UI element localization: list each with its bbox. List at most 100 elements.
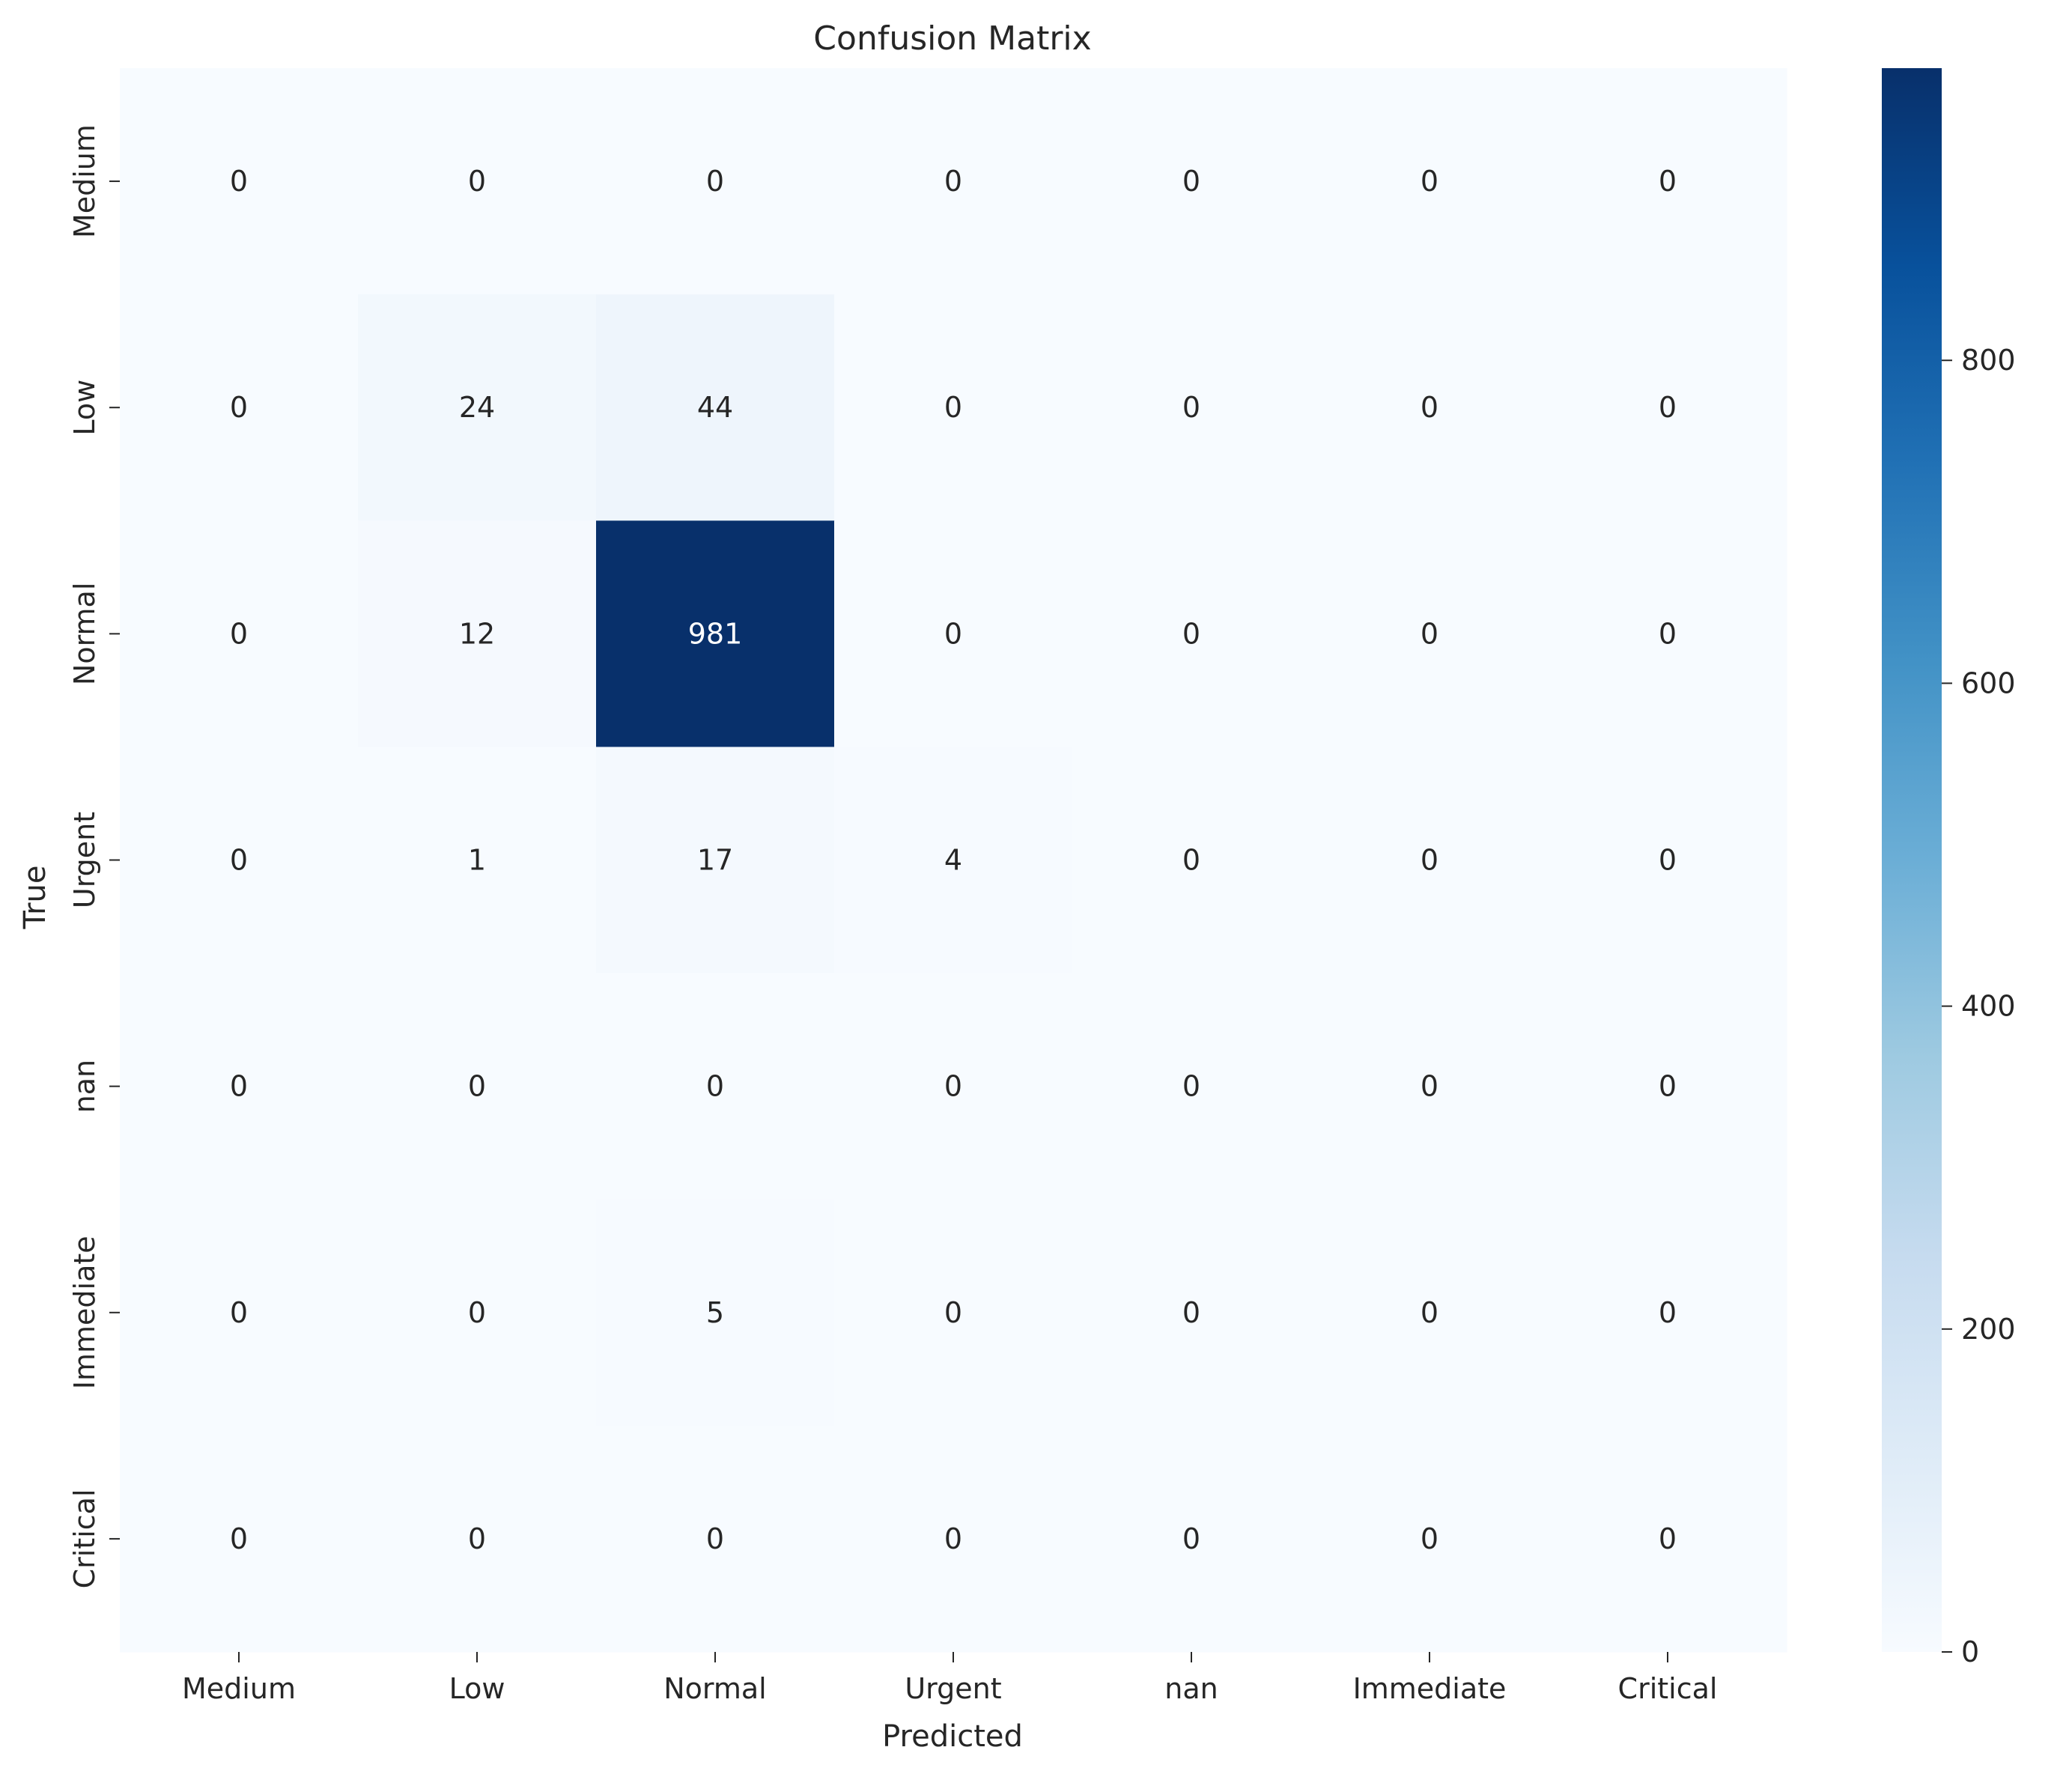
cell-value-label: 0	[944, 391, 962, 424]
heatmap-cell	[1549, 294, 1787, 521]
cell-value-label: 0	[944, 1296, 962, 1329]
heatmap-cell	[1549, 68, 1787, 295]
heatmap-cell	[1549, 1199, 1787, 1427]
cell-value-label: 0	[230, 391, 248, 424]
heatmap-cell	[358, 747, 597, 974]
cell-value-label: 0	[1421, 844, 1438, 877]
colorbar-ticks: 0 200 400 600 800	[1942, 344, 2016, 1668]
y-tick-label: Urgent	[68, 812, 101, 908]
heatmap-cell	[1549, 747, 1787, 974]
cell-value-label: 0	[706, 165, 724, 198]
heatmap-cell	[120, 294, 359, 521]
x-axis-title: Predicted	[882, 1719, 1023, 1754]
heatmap-cell	[834, 1425, 1073, 1653]
heatmap-cell	[834, 294, 1073, 521]
heatmap-cell	[1310, 1199, 1549, 1427]
heatmap-cell	[834, 973, 1073, 1200]
heatmap-cell	[1310, 747, 1549, 974]
heatmap-cell	[358, 294, 597, 521]
cell-value-label: 0	[944, 1522, 962, 1555]
x-tick-label: Normal	[663, 1672, 767, 1705]
y-axis-title: True	[18, 866, 52, 930]
cell-value-label: 0	[1182, 617, 1200, 650]
heatmap-cell	[1072, 294, 1311, 521]
cell-value-label: 0	[706, 1522, 724, 1555]
x-tick-label: Medium	[182, 1672, 296, 1705]
cell-value-label: 0	[1659, 1522, 1677, 1555]
cell-value-label: 0	[230, 844, 248, 877]
cell-value-label: 0	[944, 617, 962, 650]
heatmap-cell	[596, 520, 835, 748]
cell-value-label: 0	[1421, 617, 1438, 650]
cell-value-label: 0	[1182, 165, 1200, 198]
heatmap-cell	[1072, 1425, 1311, 1653]
heatmap-cell	[1072, 973, 1311, 1200]
cell-value-label: 0	[468, 165, 486, 198]
colorbar	[1882, 68, 1942, 1652]
heatmap-cell	[120, 747, 359, 974]
heatmap-cell	[120, 973, 359, 1200]
heatmap-cell	[358, 1425, 597, 1653]
colorbar-tick-label: 800	[1961, 344, 2016, 377]
colorbar-tick-label: 200	[1961, 1313, 2016, 1346]
heatmap-cell	[1310, 1425, 1549, 1653]
cell-value-label: 1	[468, 844, 486, 877]
cell-value-label: 0	[230, 1070, 248, 1103]
cell-value-label: 0	[1659, 1070, 1677, 1103]
heatmap-cells: 0 0 0 0 0 0 0 0 24 44 0 0 0 0 0 12 981 0 0 0 0 0 1 17 4 0 0 0 0 0 0 0 0 0…	[120, 68, 1787, 1653]
y-tick-label: nan	[68, 1060, 101, 1113]
heatmap-cell	[120, 520, 359, 748]
cell-value-label: 0	[1421, 165, 1438, 198]
heatmap-cell	[1072, 747, 1311, 974]
y-axis-ticks: Medium Low Normal Urgent nan Immediate Critica…	[68, 124, 120, 1588]
x-axis-ticks: Medium Low Normal Urgent nan Immediate Critica…	[182, 1652, 1717, 1705]
colorbar-tick-label: 0	[1961, 1635, 1979, 1668]
x-tick-label: Immediate	[1353, 1672, 1507, 1705]
cell-value-label: 0	[230, 617, 248, 650]
colorbar-tick-label: 600	[1961, 666, 2016, 699]
heatmap-cell	[1549, 520, 1787, 748]
heatmap-cell	[358, 520, 597, 748]
heatmap-cell	[834, 520, 1073, 748]
heatmap-cell	[1072, 520, 1311, 748]
x-tick-label: Critical	[1618, 1672, 1718, 1705]
cell-value-label: 0	[1421, 1296, 1438, 1329]
x-tick-label: nan	[1164, 1672, 1218, 1705]
cell-value-label: 0	[468, 1070, 486, 1103]
heatmap-cell	[1310, 520, 1549, 748]
cell-value-label: 0	[468, 1296, 486, 1329]
cell-value-label: 0	[1182, 391, 1200, 424]
heatmap-cell	[1549, 973, 1787, 1200]
y-tick-label: Immediate	[68, 1236, 101, 1389]
colorbar-tick-label: 400	[1961, 990, 2016, 1023]
heatmap-cell	[358, 68, 597, 295]
heatmap-cell	[1310, 68, 1549, 295]
x-tick-label: Urgent	[905, 1672, 1001, 1705]
heatmap-cell	[1549, 1425, 1787, 1653]
heatmap-cell	[834, 747, 1073, 974]
heatmap-cell	[596, 68, 835, 295]
cell-value-label: 0	[1421, 391, 1438, 424]
heatmap-cell	[120, 68, 359, 295]
cell-value-label: 0	[1659, 391, 1677, 424]
heatmap-cell	[596, 1199, 835, 1427]
cell-value-label: 0	[468, 1522, 486, 1555]
heatmap-cell	[358, 1199, 597, 1427]
cell-value-label: 12	[459, 617, 495, 650]
cell-value-label: 0	[944, 165, 962, 198]
cell-value-label: 44	[697, 391, 733, 424]
x-tick-label: Low	[449, 1672, 505, 1705]
cell-value-label: 24	[459, 391, 495, 424]
y-tick-label: Critical	[68, 1489, 101, 1588]
heatmap-cell	[120, 1199, 359, 1427]
y-tick-label: Low	[68, 380, 101, 436]
heatmap-cell	[596, 747, 835, 974]
cell-value-label: 4	[944, 844, 962, 877]
heatmap-cell	[120, 1425, 359, 1653]
heatmap-cell	[834, 68, 1073, 295]
cell-value-label: 0	[1182, 1522, 1200, 1555]
heatmap-cell	[596, 973, 835, 1200]
cell-value-label: 0	[1182, 1296, 1200, 1329]
cell-value-label: 0	[944, 1070, 962, 1103]
y-tick-label: Normal	[68, 583, 101, 686]
